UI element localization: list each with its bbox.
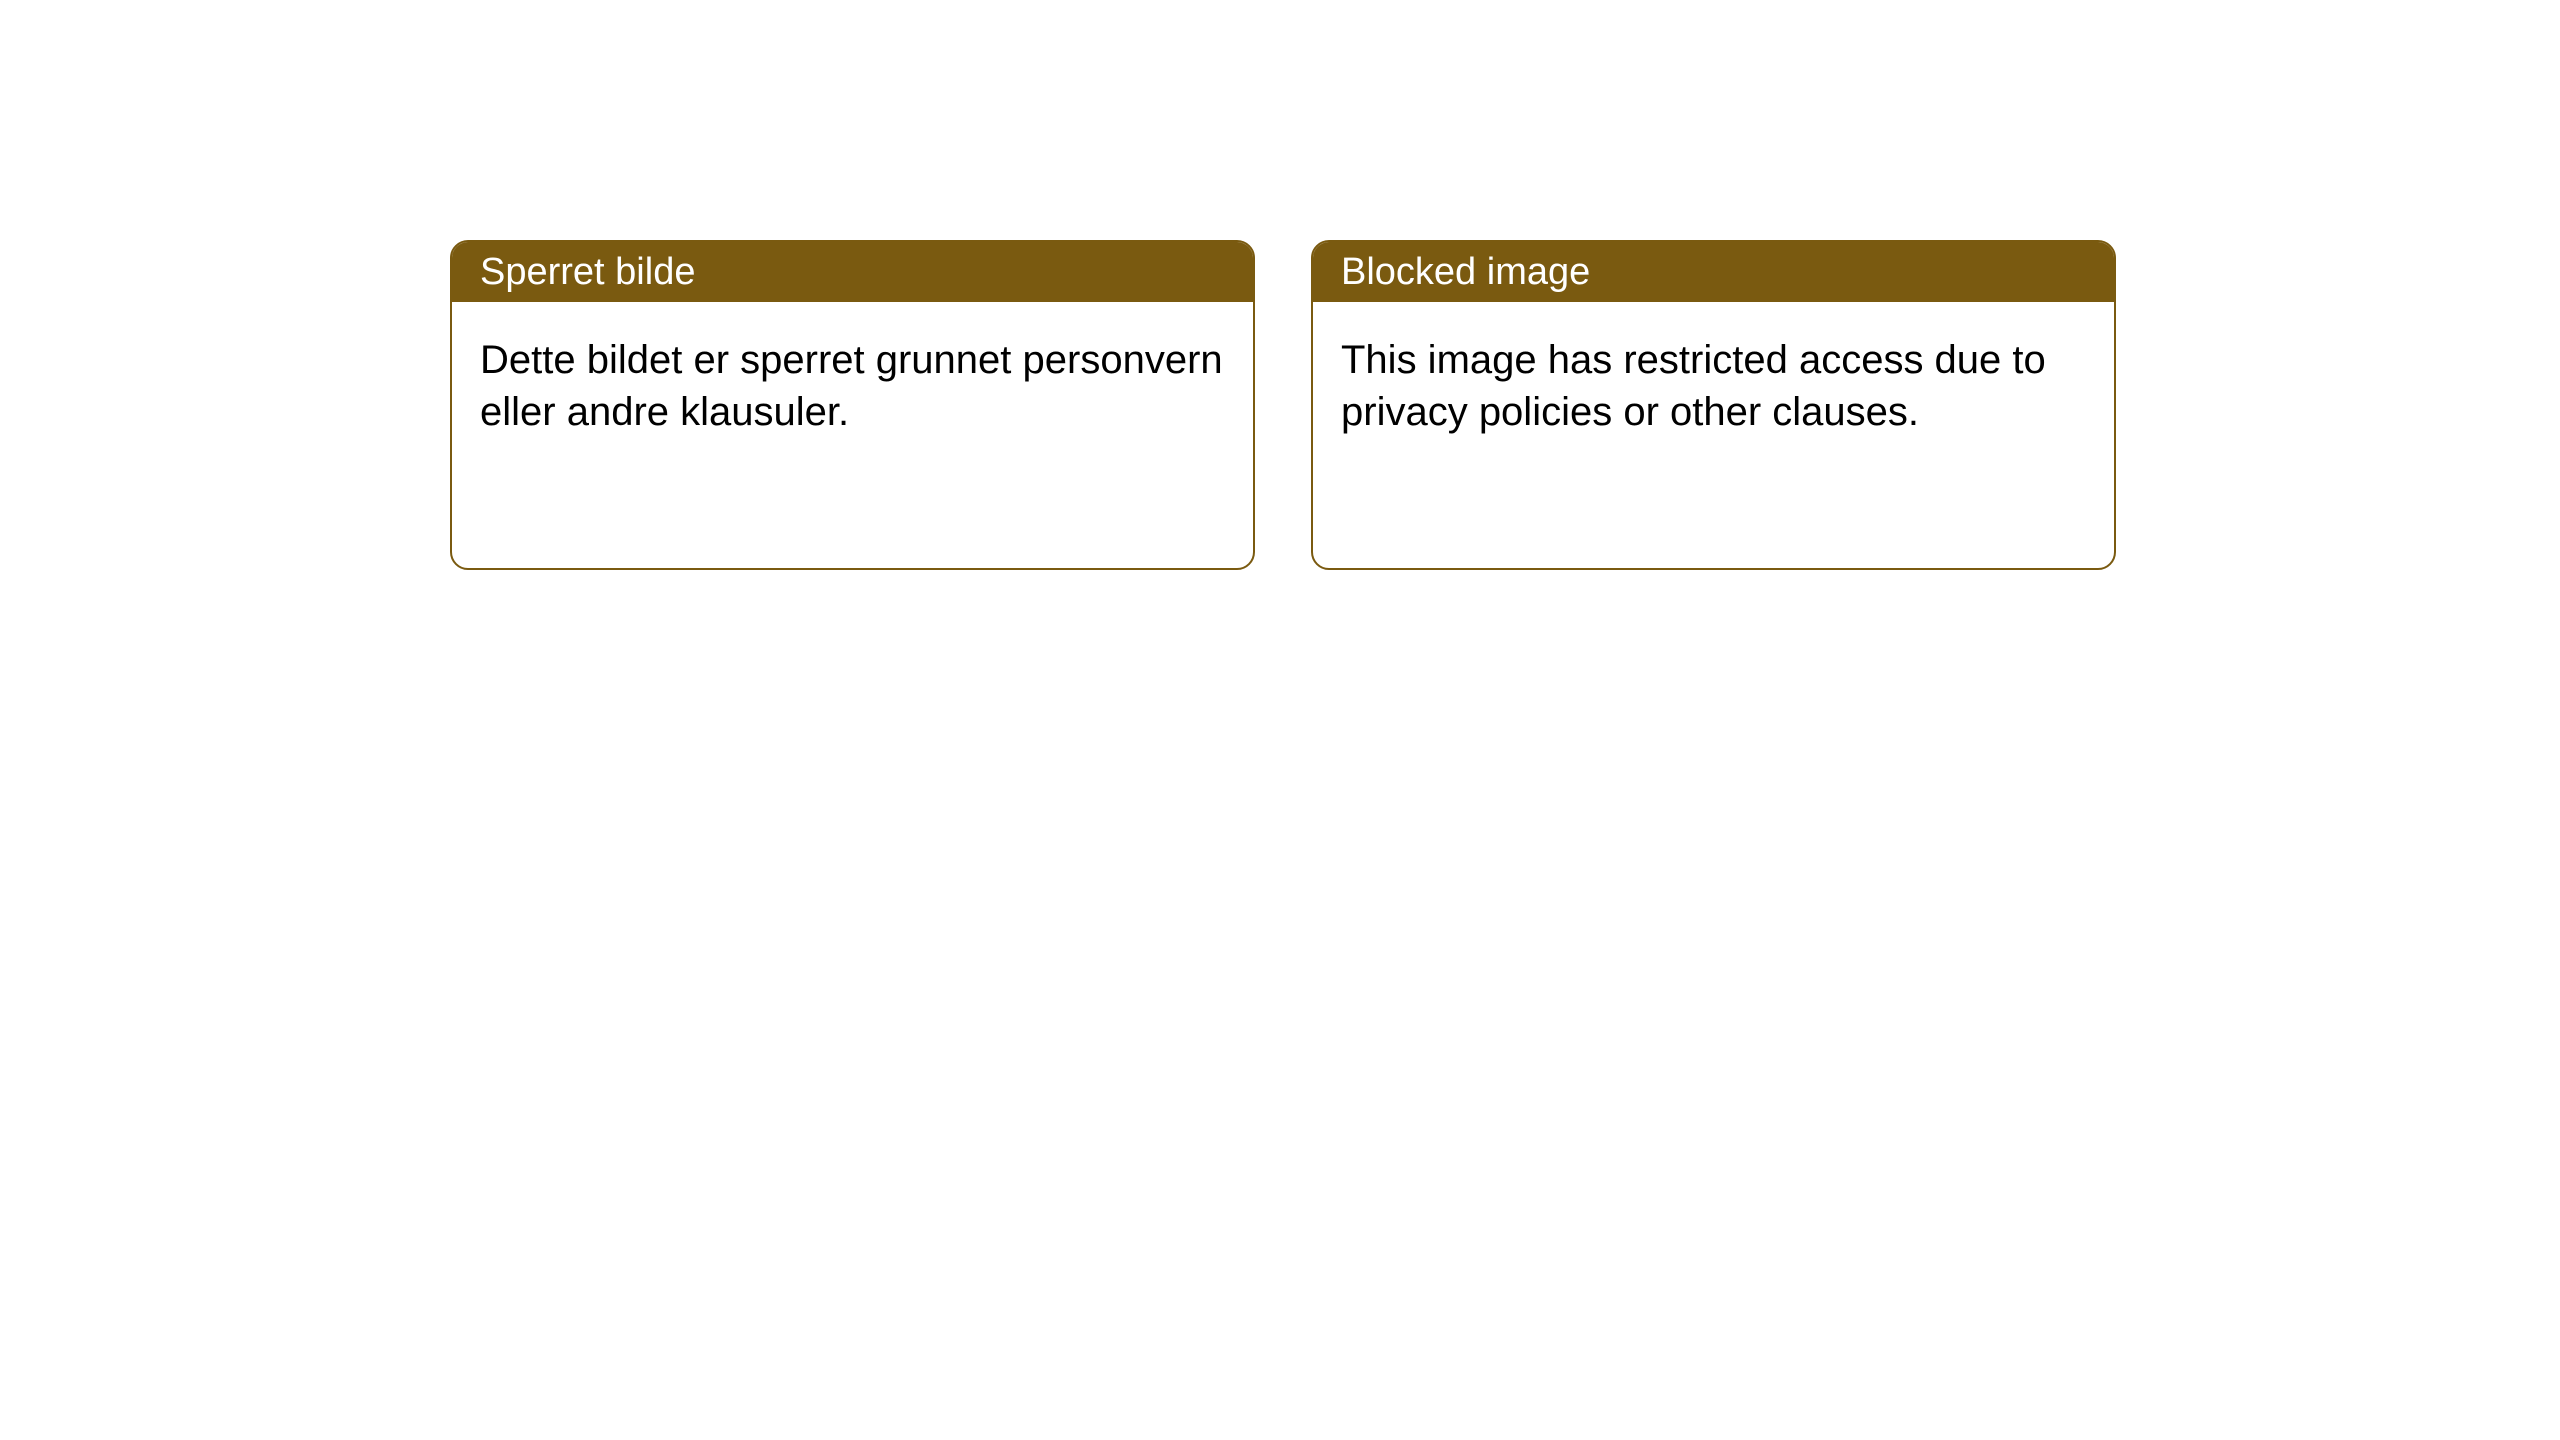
notice-header: Blocked image — [1313, 242, 2114, 302]
notice-title: Blocked image — [1341, 251, 1590, 294]
notice-title: Sperret bilde — [480, 251, 695, 294]
notice-body-text: This image has restricted access due to … — [1341, 338, 2046, 434]
notice-card-norwegian: Sperret bilde Dette bildet er sperret gr… — [450, 240, 1255, 570]
notice-body: This image has restricted access due to … — [1313, 302, 2114, 470]
notice-container: Sperret bilde Dette bildet er sperret gr… — [0, 0, 2560, 570]
notice-card-english: Blocked image This image has restricted … — [1311, 240, 2116, 570]
notice-body: Dette bildet er sperret grunnet personve… — [452, 302, 1253, 470]
notice-header: Sperret bilde — [452, 242, 1253, 302]
notice-body-text: Dette bildet er sperret grunnet personve… — [480, 338, 1223, 434]
